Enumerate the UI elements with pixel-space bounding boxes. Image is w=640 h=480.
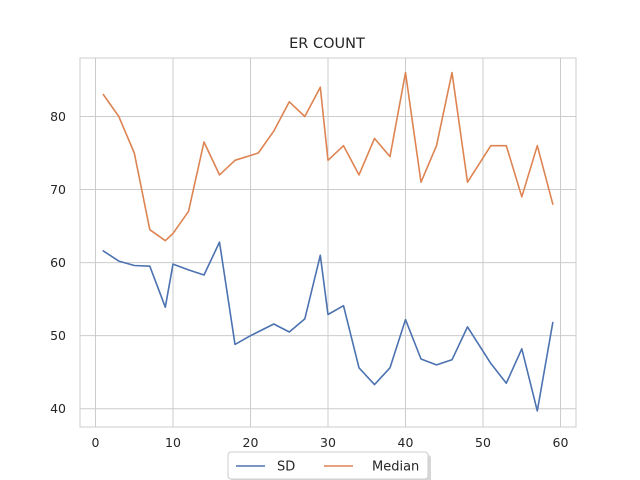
y-tick-label: 40	[50, 401, 66, 416]
x-tick-label: 50	[475, 435, 491, 450]
x-tick-label: 0	[92, 435, 100, 450]
x-tick-label: 30	[320, 435, 336, 450]
x-axis-ticks: 0 10 20 30 40 50 60	[92, 435, 569, 450]
grid	[80, 58, 576, 427]
y-axis-ticks: 40 50 60 70 80	[50, 109, 66, 416]
y-tick-label: 60	[50, 255, 66, 270]
series-line-median	[102, 71, 554, 242]
legend-label-median: Median	[372, 460, 419, 475]
legend-label-sd: SD	[277, 460, 295, 475]
y-tick-label: 50	[50, 328, 66, 343]
x-tick-label: 60	[553, 435, 569, 450]
x-tick-label: 20	[243, 435, 259, 450]
series-group	[102, 71, 554, 412]
y-tick-label: 70	[50, 182, 66, 197]
series-line-sd	[102, 241, 554, 412]
y-tick-label: 80	[50, 109, 66, 124]
legend: SD Median	[227, 451, 431, 480]
x-tick-label: 40	[398, 435, 414, 450]
chart-title: ER COUNT	[289, 36, 365, 52]
x-tick-label: 10	[165, 435, 181, 450]
plot-frame	[79, 57, 577, 428]
